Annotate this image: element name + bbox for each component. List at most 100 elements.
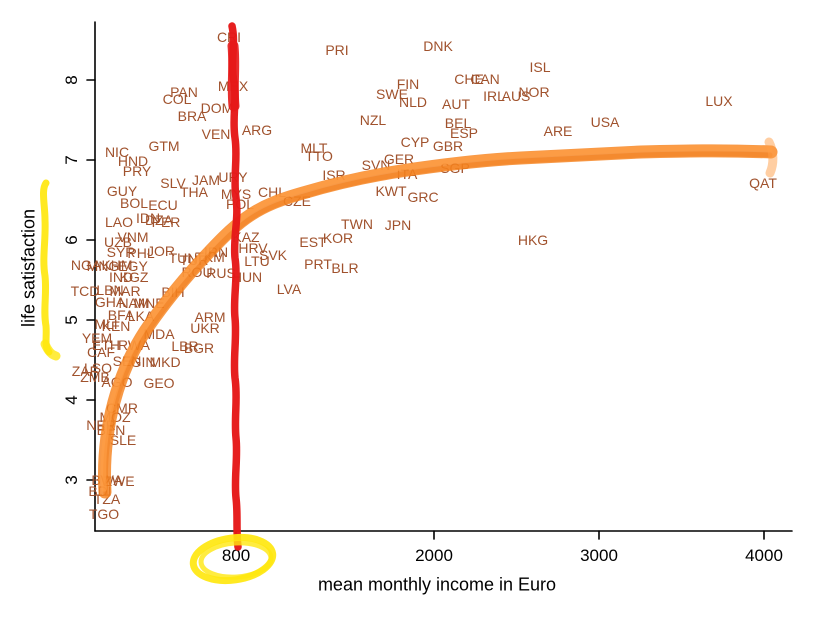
country-label: GHA <box>94 294 126 310</box>
country-label: GEO <box>143 375 175 391</box>
country-label: ETH <box>92 337 120 353</box>
country-label: PRI <box>325 42 349 58</box>
country-label: ARG <box>241 122 273 138</box>
country-label: MAR <box>109 283 141 299</box>
country-label: SLV <box>160 175 186 191</box>
country-label: DOM <box>200 100 234 116</box>
country-label: SLE <box>109 432 137 448</box>
country-label: NAM <box>118 295 150 311</box>
country-label: NGA <box>70 257 102 273</box>
country-label: KWT <box>375 183 407 199</box>
country-label: NOR <box>518 84 550 100</box>
yellow-underline-annotation <box>39 179 53 356</box>
country-label: BEL <box>444 115 472 131</box>
country-label: TUN <box>168 250 198 266</box>
country-label: IDN <box>135 210 161 226</box>
country-label: EGY <box>118 258 148 274</box>
country-label: YEM <box>81 330 113 346</box>
country-label: BFA <box>107 307 135 323</box>
country-label: CYP <box>400 134 430 150</box>
country-label: MNG <box>86 258 120 274</box>
fitted-curve-highlight-end-tip <box>764 137 778 178</box>
x-tick-label: 2000 <box>415 546 453 565</box>
country-label: JAM <box>192 172 220 188</box>
country-label: KHM <box>101 257 133 273</box>
x-tick-label: 800 <box>221 546 251 565</box>
country-label: SWE <box>376 86 408 102</box>
country-label: MLI <box>94 316 118 332</box>
country-label: QAT <box>749 175 777 191</box>
country-label: GER <box>383 151 415 167</box>
country-label: COL <box>162 91 192 107</box>
country-label: EST <box>299 234 327 250</box>
country-label: CAF <box>87 344 115 360</box>
country-label: TTO <box>305 148 333 164</box>
country-label: SYR <box>106 244 136 260</box>
country-label: BOL <box>119 195 149 211</box>
country-label: LSO <box>83 360 113 376</box>
country-label: HKG <box>517 232 549 248</box>
country-label: GUY <box>106 183 138 199</box>
country-label: PRT <box>304 256 332 272</box>
country-label: AUT <box>442 96 470 112</box>
x-tick-label: 4000 <box>745 546 783 565</box>
country-label: ESP <box>449 125 479 141</box>
country-label: MLT <box>300 140 328 156</box>
fitted-curve-highlight <box>97 144 778 499</box>
country-label: PAN <box>170 84 198 100</box>
country-label: KGZ <box>119 269 149 285</box>
country-label: KEN <box>101 318 131 334</box>
country-label: KOR <box>322 230 354 246</box>
red-line-top-thick-stroke <box>227 40 240 112</box>
country-label: UZB <box>104 234 132 250</box>
x-tick-label: 3000 <box>580 546 618 565</box>
country-label: HND <box>117 153 149 169</box>
country-label: IRL <box>483 88 505 104</box>
country-label: NZL <box>359 112 387 128</box>
country-label: PHL <box>127 245 155 261</box>
country-label: ZAF <box>71 363 99 379</box>
country-label: THA <box>180 184 208 200</box>
country-label: RUS <box>206 265 236 281</box>
country-label: ZWE <box>103 473 135 489</box>
country-label: ECU <box>148 197 178 213</box>
fitted-curve-highlight-dark-streak <box>102 151 773 497</box>
country-label: TGO <box>88 506 120 522</box>
country-label: TWN <box>341 216 373 232</box>
country-label: VEN <box>201 126 231 142</box>
yellow-circle-annotation-inner-stroke <box>198 540 274 580</box>
country-label: NLD <box>398 94 428 110</box>
country-label: UKR <box>190 320 220 336</box>
country-label: AUS <box>501 88 531 104</box>
country-label: GTM <box>148 138 180 154</box>
country-label: LTU <box>244 253 270 269</box>
country-label: JPN <box>384 217 412 233</box>
country-label: VNM <box>117 229 149 245</box>
country-label: CHE <box>454 71 484 87</box>
country-label: DZA <box>145 212 173 228</box>
country-label: HRV <box>238 240 268 256</box>
country-label: LBR <box>171 338 199 354</box>
yellow-underline-end-dab <box>40 339 61 361</box>
fitted-curve-highlight-light-streak <box>100 145 773 492</box>
country-label: TCD <box>70 283 100 299</box>
country-label: GRC <box>407 189 439 205</box>
country-label: ARM <box>194 309 226 325</box>
country-label: LVA <box>276 281 302 297</box>
country-label: SVK <box>258 247 288 263</box>
country-label: CAN <box>470 71 500 87</box>
country-label: BRA <box>177 108 207 124</box>
country-label: MKD <box>149 354 181 370</box>
country-label: LAO <box>104 214 134 230</box>
country-label: FIN <box>396 76 420 92</box>
country-label: BGR <box>183 340 215 356</box>
country-label: USA <box>590 114 620 130</box>
x-axis-title: mean monthly income in Euro <box>317 574 557 595</box>
country-label: ZMB <box>80 369 110 385</box>
country-label: PER <box>151 214 181 230</box>
